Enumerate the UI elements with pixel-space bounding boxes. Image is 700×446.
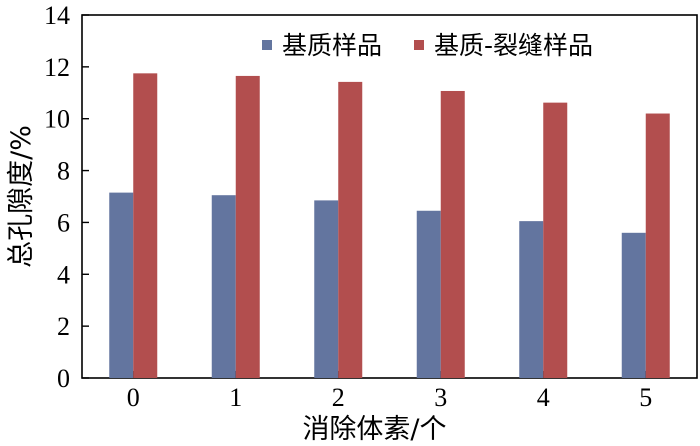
x-tick-label: 2 xyxy=(332,383,345,412)
y-axis: 0 2 4 6 8 10 12 14 xyxy=(44,1,89,393)
y-axis-title: 总孔隙度/% xyxy=(6,125,37,268)
bar-matrix-1 xyxy=(211,195,236,378)
bar-matrix-0 xyxy=(109,192,134,378)
x-axis: 0 1 2 3 4 5 xyxy=(127,371,652,412)
bar-matrix-fracture-2 xyxy=(338,81,363,378)
bar-matrix-2 xyxy=(314,200,339,378)
bar-matrix-3 xyxy=(416,210,441,378)
plot-border xyxy=(81,14,698,379)
y-tick-label: 14 xyxy=(44,1,70,30)
bar-matrix-fracture-5 xyxy=(645,113,670,379)
x-tick-label: 5 xyxy=(639,383,652,412)
x-axis-title: 消除体素/个 xyxy=(302,414,446,445)
x-tick-label: 1 xyxy=(229,383,242,412)
y-tick-label: 10 xyxy=(44,105,70,134)
y-tick-label: 6 xyxy=(57,208,70,237)
bar-matrix-fracture-0 xyxy=(133,73,158,378)
bar-matrix-5 xyxy=(621,232,646,378)
x-tick-label: 4 xyxy=(537,383,550,412)
legend-swatch xyxy=(262,40,272,50)
x-tick-label: 3 xyxy=(434,383,447,412)
y-tick-label: 0 xyxy=(57,364,70,393)
legend-swatch xyxy=(414,40,424,50)
bar-matrix-fracture-1 xyxy=(235,75,260,379)
bar-matrix-fracture-4 xyxy=(543,102,568,378)
x-tick-label: 0 xyxy=(127,383,140,412)
bar-matrix-fracture-3 xyxy=(440,90,465,379)
y-tick-label: 4 xyxy=(57,260,70,289)
y-tick-label: 8 xyxy=(57,157,70,186)
bar-matrix-4 xyxy=(519,221,544,378)
legend-label: 基质样品 xyxy=(282,31,382,60)
plot-frame xyxy=(81,14,698,379)
y-tick-label: 12 xyxy=(44,53,70,82)
legend-label: 基质-裂缝样品 xyxy=(434,31,593,60)
bars xyxy=(109,73,670,379)
legend: 基质样品 基质-裂缝样品 xyxy=(262,31,593,60)
y-tick-label: 2 xyxy=(57,312,70,341)
